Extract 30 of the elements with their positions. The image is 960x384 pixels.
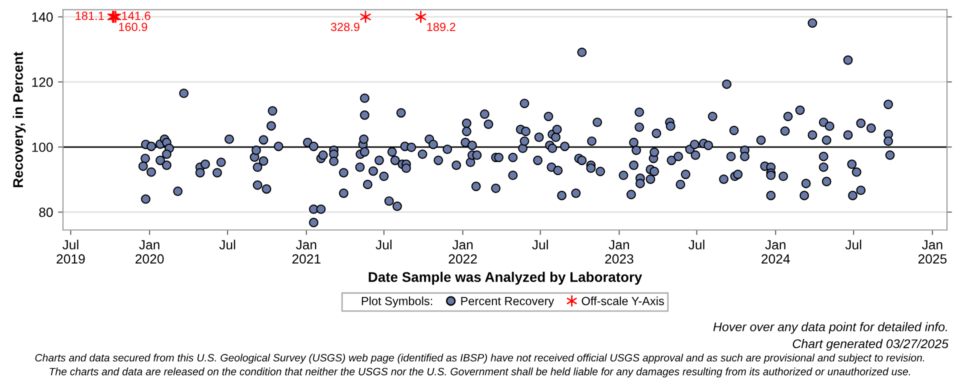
y-tick-label: 120 [32, 78, 53, 87]
legend-label: Percent Recovery [461, 296, 554, 308]
annotation: 160.9 [119, 22, 148, 32]
y-axis-title: Recovery, in Percent [12, 52, 26, 188]
text: Charts and data secured from this U.S. Geological Survey (USGS) web page (identified as IBSP) have not received official USGS approval and as such are provisional and subject to revision. [35, 354, 924, 364]
y-tick-label: 140 [32, 12, 53, 22]
legend-title: Plot Symbols: [362, 296, 432, 308]
x-tick-label: Jan 2022 [448, 240, 477, 264]
x-tick-label: Jul [376, 240, 392, 250]
y-tick-label: 100 [32, 142, 53, 152]
x-tick-label: Jul [532, 240, 548, 250]
x-tick-label: Jan 2025 [918, 240, 947, 264]
text: Chart generated 03/27/2025 [792, 339, 949, 351]
x-tick-label: Jan 2021 [292, 240, 320, 264]
legend-label: Off-scale Y-Axis [582, 296, 664, 306]
x-tick-label: Jul [845, 240, 862, 250]
y-tick-label: 80 [39, 208, 53, 218]
x-tick-label: Jul [219, 240, 236, 250]
x-tick-label: Jul [688, 240, 704, 250]
x-tick-label: Jan 2023 [605, 240, 634, 264]
text: Hover over any data point for detailed info. [713, 322, 947, 334]
x-axis-title: Date Sample was Analyzed by Laboratory [368, 272, 642, 285]
annotation: 328.9 [330, 22, 360, 32]
text: The charts and data are released on the condition that neither the USGS nor the U.S. Government shall be held liable for any damages resulting from its authorized or unauthorized use. [50, 368, 910, 378]
x-tick-label: Jul 2019 [56, 240, 85, 264]
x-tick-label: Jan 2020 [136, 240, 164, 264]
x-tick-label: Jan 2024 [762, 240, 790, 264]
annotation: 189.2 [427, 22, 456, 32]
annotation: 181.1 [76, 12, 104, 20]
annotation: 141.6 [122, 12, 150, 20]
